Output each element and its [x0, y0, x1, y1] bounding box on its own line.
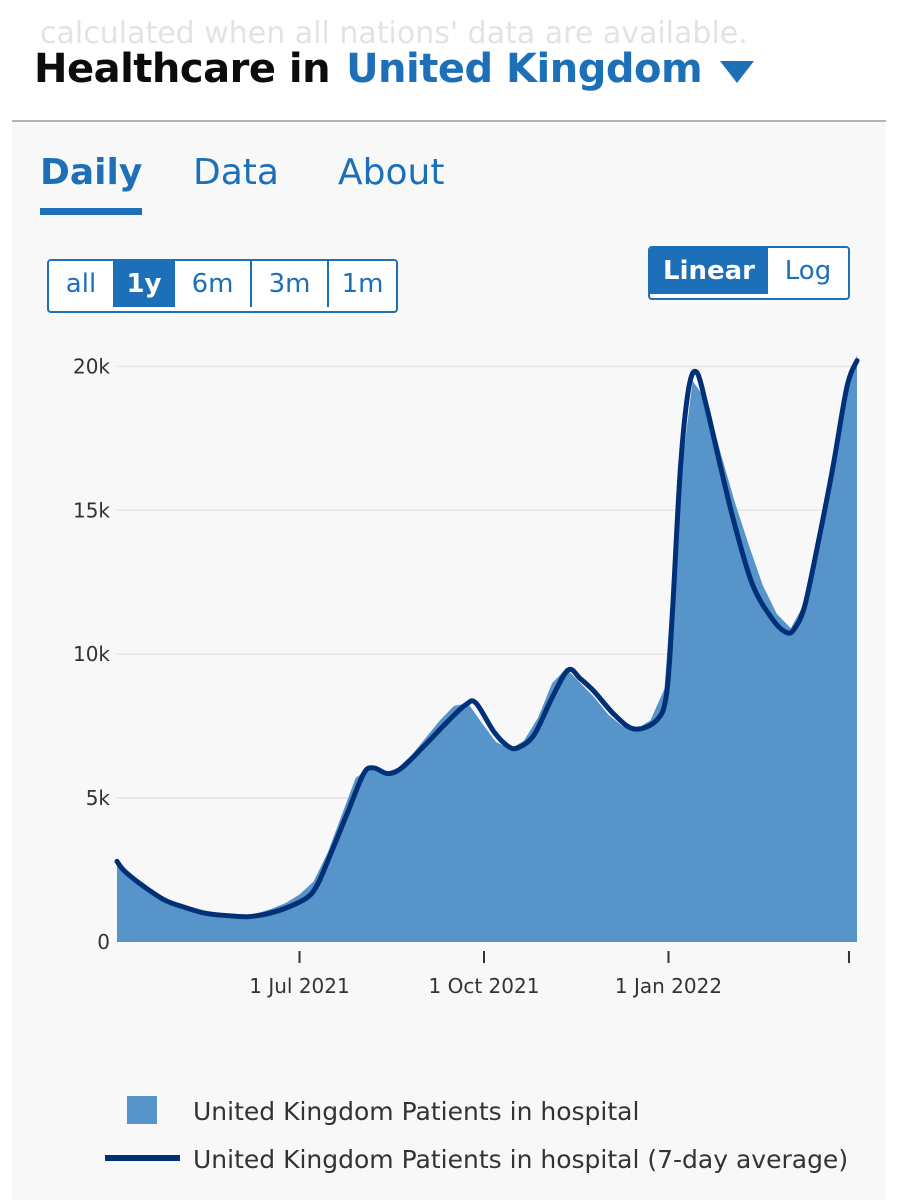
y-tick-label: 20k — [73, 354, 110, 378]
y-tick-label: 5k — [86, 786, 111, 810]
series-average-line — [114, 358, 860, 920]
x-tick-label: 1 Jul 2021 — [249, 974, 349, 998]
range-1y-button[interactable]: 1y — [115, 261, 175, 307]
x-tick-label: 1 Oct 2021 — [429, 974, 540, 998]
caret-down-icon — [720, 61, 755, 83]
area-selector[interactable]: United Kingdom — [346, 46, 755, 92]
y-tick-label: 10k — [73, 642, 110, 666]
scale-selector: Linear Log — [648, 246, 850, 300]
series-bars-area — [117, 354, 857, 942]
legend-swatch-bars — [127, 1096, 157, 1124]
range-1m-button[interactable]: 1m — [329, 261, 396, 307]
range-all-button[interactable]: all — [49, 261, 115, 307]
range-3m-button[interactable]: 3m — [252, 261, 329, 307]
page-header: Healthcare in United Kingdom — [34, 44, 755, 94]
area-name: United Kingdom — [346, 46, 703, 92]
tab-daily[interactable]: Daily — [40, 152, 143, 215]
page-title: Healthcare in — [34, 46, 331, 92]
scale-linear-button[interactable]: Linear — [650, 248, 768, 294]
legend-label-bars: United Kingdom Patients in hospital — [193, 1097, 639, 1126]
x-tick-label: 1 Jan 2022 — [615, 974, 722, 998]
range-6m-button[interactable]: 6m — [175, 261, 252, 307]
y-tick-label: 0 — [97, 930, 110, 954]
scale-log-button[interactable]: Log — [768, 248, 848, 294]
tab-about[interactable]: About — [338, 152, 445, 193]
time-range-selector: all 1y 6m 3m 1m — [47, 259, 398, 313]
legend-label-line: United Kingdom Patients in hospital (7-d… — [193, 1145, 848, 1174]
y-tick-label: 15k — [73, 498, 110, 522]
tab-data[interactable]: Data — [193, 152, 279, 193]
faded-caption: calculated when all nations' data are av… — [40, 16, 748, 51]
